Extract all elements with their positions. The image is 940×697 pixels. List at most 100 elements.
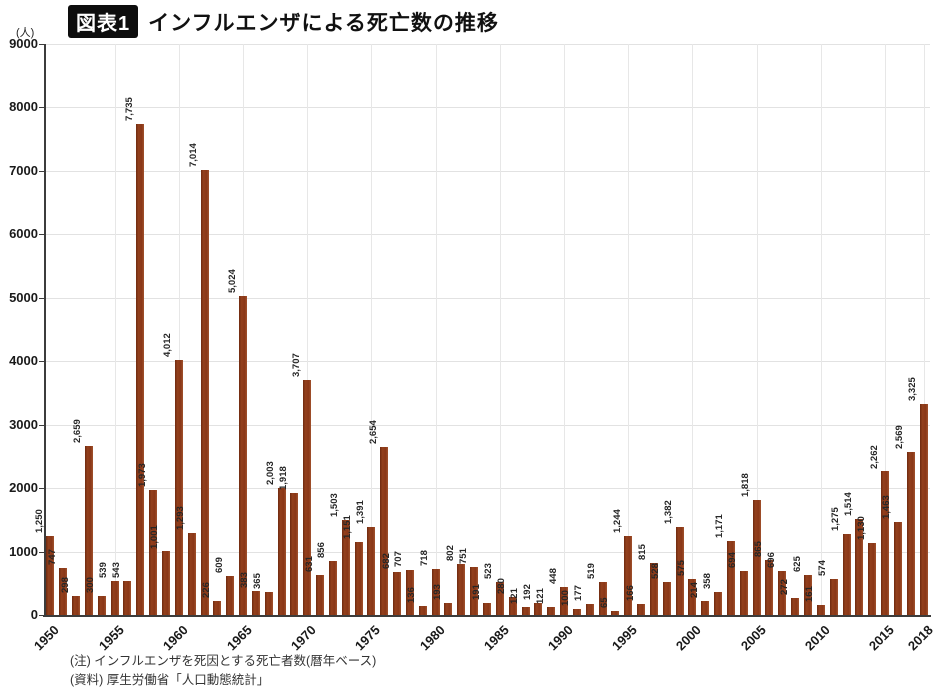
bar-year-1997 bbox=[649, 563, 658, 615]
bar-value-label: 298 bbox=[59, 577, 71, 594]
bar-year-1979 bbox=[418, 606, 427, 615]
bar-value-label: 609 bbox=[213, 557, 225, 574]
bar-value-label: 1,171 bbox=[714, 513, 726, 538]
bar-value-label: 3,707 bbox=[290, 353, 302, 377]
bar-year-1988 bbox=[534, 602, 543, 615]
bar-value-label: 65 bbox=[598, 597, 610, 608]
bar-year-1958 bbox=[149, 489, 158, 615]
bar-value-label: 751 bbox=[457, 548, 469, 565]
bar-value-label: 865 bbox=[752, 541, 764, 558]
x-axis-tick-label: 2005 bbox=[737, 622, 769, 654]
bar-year-1991 bbox=[572, 608, 581, 615]
bar-value-label: 1,250 bbox=[33, 508, 45, 533]
bar-year-1995 bbox=[624, 536, 633, 615]
x-gridline bbox=[692, 44, 694, 615]
bar-value-label: 272 bbox=[778, 578, 790, 595]
x-axis-tick-label: 1995 bbox=[609, 622, 641, 654]
bar-year-1993 bbox=[598, 582, 607, 615]
bar-value-label: 523 bbox=[483, 562, 495, 579]
chart-header: 図表1 インフルエンザによる死亡数の推移 bbox=[68, 5, 499, 38]
bar-value-label: 121 bbox=[534, 588, 546, 605]
bar-year-1969 bbox=[290, 493, 299, 615]
bar-year-1983 bbox=[470, 567, 479, 615]
bar-value-label: 543 bbox=[110, 561, 122, 578]
y-axis-tick-label: 2000 bbox=[9, 480, 38, 496]
bar-year-1982 bbox=[457, 564, 466, 615]
bar-year-2004 bbox=[739, 570, 748, 615]
chart-title: インフルエンザによる死亡数の推移 bbox=[148, 11, 499, 35]
y-axis-tick-label: 4000 bbox=[9, 353, 38, 369]
bar-year-2011 bbox=[829, 578, 838, 615]
bar-value-label: 2,569 bbox=[894, 425, 906, 450]
bar-year-1964 bbox=[226, 576, 235, 615]
bar-year-1962 bbox=[200, 170, 209, 615]
source-notes: (注) インフルエンザを死因とする死亡者数(暦年ベース) (資料) 厚生労働省「… bbox=[70, 652, 376, 691]
bar-value-label: 166 bbox=[624, 585, 636, 602]
bar-value-label: 1,503 bbox=[329, 492, 341, 517]
y-gridline bbox=[44, 234, 930, 236]
bar-year-1954 bbox=[97, 595, 106, 615]
bar-year-2007 bbox=[778, 570, 787, 615]
bar-value-label: 191 bbox=[470, 584, 482, 600]
x-axis-tick-label: 1950 bbox=[31, 622, 63, 654]
bar-value-label: 2,659 bbox=[72, 419, 84, 444]
bar-value-label: 575 bbox=[675, 559, 687, 576]
x-axis-line bbox=[43, 615, 931, 617]
bar-value-label: 1,463 bbox=[881, 495, 893, 520]
bar-year-1957 bbox=[136, 124, 145, 615]
bar-year-1955 bbox=[110, 580, 119, 615]
bar-value-label: 682 bbox=[380, 552, 392, 569]
bar-year-2009 bbox=[804, 575, 812, 615]
bar-year-2012 bbox=[842, 534, 851, 615]
y-gridline bbox=[44, 361, 930, 363]
x-gridline bbox=[371, 44, 373, 615]
x-gridline bbox=[756, 44, 758, 615]
bar-value-label: 383 bbox=[239, 571, 251, 588]
y-axis-unit-label: (人) bbox=[16, 27, 35, 39]
bar-value-label: 1,130 bbox=[855, 516, 867, 541]
bar-year-1967 bbox=[264, 591, 273, 615]
bar-year-1974 bbox=[354, 541, 363, 615]
bar-value-label: 121 bbox=[509, 588, 521, 605]
bar-year-1987 bbox=[521, 607, 530, 615]
bar-value-label: 718 bbox=[419, 550, 431, 567]
bar-year-2003 bbox=[726, 540, 735, 615]
bar-year-2018 bbox=[919, 404, 928, 615]
bar-year-1963 bbox=[213, 600, 222, 615]
bar-value-label: 1,918 bbox=[277, 466, 289, 491]
y-axis-tick bbox=[39, 551, 44, 553]
bar-value-label: 100 bbox=[560, 589, 572, 606]
bar-value-label: 625 bbox=[791, 556, 803, 573]
bar-year-2013 bbox=[855, 518, 864, 615]
y-axis-tick bbox=[39, 44, 44, 45]
bar-year-2001 bbox=[701, 601, 710, 615]
bar-year-1976 bbox=[380, 446, 389, 615]
bar-year-1985 bbox=[495, 581, 504, 615]
bar-year-2005 bbox=[752, 499, 761, 615]
x-axis-tick-label: 2000 bbox=[673, 622, 705, 654]
bar-year-2006 bbox=[765, 560, 774, 615]
bar-year-2017 bbox=[906, 452, 915, 615]
bar-value-label: 2,262 bbox=[868, 444, 880, 469]
x-gridline bbox=[499, 44, 501, 615]
y-axis-tick bbox=[39, 488, 44, 490]
bar-year-1971 bbox=[316, 574, 325, 615]
y-axis-tick bbox=[39, 424, 44, 426]
bar-value-label: 539 bbox=[98, 561, 110, 578]
y-gridline bbox=[44, 107, 930, 109]
bar-year-1996 bbox=[637, 604, 646, 615]
x-axis-tick-label: 2015 bbox=[865, 622, 897, 654]
bar-value-label: 1,973 bbox=[136, 463, 148, 487]
bar-value-label: 528 bbox=[650, 562, 662, 579]
bar-year-1998 bbox=[662, 581, 671, 615]
bar-value-label: 631 bbox=[303, 556, 315, 572]
bar-year-1994 bbox=[611, 610, 620, 615]
y-axis-tick bbox=[39, 615, 44, 616]
y-gridline bbox=[44, 424, 930, 426]
x-gridline bbox=[435, 44, 437, 615]
y-axis-tick-label: 1000 bbox=[9, 543, 38, 559]
bar-value-label: 574 bbox=[817, 559, 829, 576]
y-gridline bbox=[44, 488, 930, 490]
bar-value-label: 1,244 bbox=[611, 509, 623, 534]
